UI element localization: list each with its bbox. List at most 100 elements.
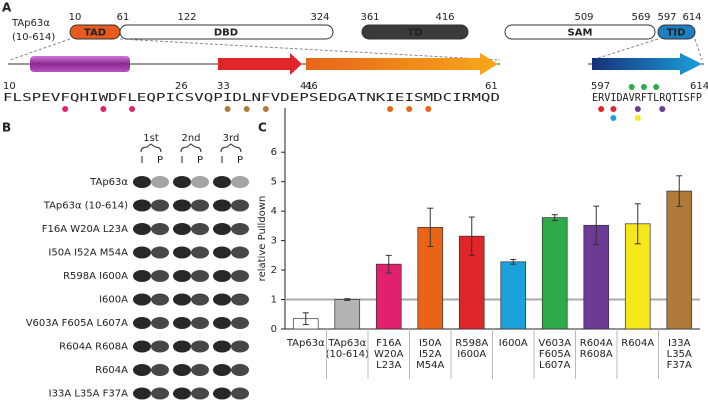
blot-band <box>173 176 191 188</box>
y-tick-label: 1 <box>271 295 277 306</box>
zoom-line <box>591 38 659 61</box>
row-label: R598A I600A <box>63 271 128 282</box>
bar <box>500 261 527 330</box>
x-tick-label: M54A <box>416 360 444 371</box>
panel-label: C <box>258 121 267 135</box>
lane-label: I <box>221 155 224 166</box>
blot-band <box>173 270 191 282</box>
residue-number: 33 <box>217 81 230 92</box>
blot-band <box>231 246 249 259</box>
blot-band <box>133 176 151 188</box>
blot-band <box>133 293 151 306</box>
domain-position: 597 <box>657 12 676 23</box>
bar <box>666 190 693 330</box>
mutation-dot <box>224 106 231 112</box>
mutation-dot <box>243 106 250 112</box>
row-label: TAp63α <box>89 177 128 188</box>
x-tick-label: R598A <box>455 338 488 349</box>
domain-name: SAM <box>568 28 593 39</box>
blot-band <box>191 246 209 259</box>
x-tick-label: I33A <box>668 338 691 349</box>
domain-tid <box>657 24 696 40</box>
row-label: R604A R608A <box>59 342 128 353</box>
y-tick-label: 2 <box>271 265 277 276</box>
domain-td <box>361 24 469 40</box>
blot-band <box>151 246 169 259</box>
domain-position: 324 <box>310 12 329 23</box>
y-tick-label: 4 <box>271 206 277 217</box>
blot-band <box>133 340 151 353</box>
zoom-line <box>694 38 703 61</box>
blot-band <box>213 293 231 306</box>
residue-number: 614 <box>690 81 708 92</box>
domain-name: TAD <box>84 28 106 39</box>
blot-band <box>213 387 231 400</box>
mutation-dot <box>634 115 641 121</box>
blot-band <box>191 364 209 376</box>
x-tick-label: TAp63α <box>286 338 325 349</box>
y-tick-label: 5 <box>271 177 277 188</box>
blot-band <box>231 270 249 282</box>
blot-band <box>151 364 169 376</box>
blot-band <box>213 364 231 376</box>
domain-position: 509 <box>574 12 593 23</box>
x-tick-label: F605A <box>539 349 571 360</box>
y-tick-label: 6 <box>271 147 277 158</box>
domain-name: TID <box>667 28 686 39</box>
helix <box>30 56 130 72</box>
protein-range: (10-614) <box>12 32 55 43</box>
replicate-label: 2nd <box>181 133 200 144</box>
residue-number: 597 <box>591 81 610 92</box>
sequence: FLSPEVFQHIWDFLEQPICSVQPIDLNFVDEPSEDGATNK… <box>3 91 500 104</box>
blot-band <box>133 223 151 235</box>
x-tick-label: I50A <box>419 338 442 349</box>
mutation-dot <box>653 84 660 90</box>
blot-band <box>231 317 249 329</box>
bar <box>334 299 361 330</box>
blot-band <box>213 246 231 259</box>
replicate-label: 3rd <box>223 133 240 144</box>
domain-position: 416 <box>435 12 454 23</box>
blot-band <box>191 340 209 353</box>
x-tick-label: I600A <box>457 349 486 360</box>
lane-label: P <box>157 155 163 166</box>
domain-position: 10 <box>69 12 82 23</box>
x-tick-label: W20A <box>374 349 404 360</box>
blot-band <box>173 364 191 376</box>
mutation-dot <box>387 106 394 112</box>
blot-band <box>191 293 209 306</box>
mutation-dot <box>425 106 432 112</box>
blot-band <box>231 176 249 188</box>
y-tick-label: 3 <box>271 236 277 247</box>
mutation-dot <box>640 84 647 90</box>
blot-band <box>173 317 191 329</box>
bar <box>541 217 568 330</box>
panel-label: A <box>2 1 12 15</box>
strand <box>218 53 302 75</box>
blot-band <box>133 317 151 329</box>
x-tick-label: F37A <box>667 360 692 371</box>
blot-band <box>133 387 151 400</box>
residue-number: 10 <box>3 81 16 92</box>
blot-band <box>213 199 231 212</box>
domain-name: DBD <box>214 28 238 39</box>
residue-number: 61 <box>485 81 498 92</box>
mutation-dot <box>598 106 605 112</box>
panel-b: B 1st 2nd 3rd I P I P I P TAp63α TAp63α (10-614) F1… <box>2 121 249 400</box>
blot-band <box>191 317 209 329</box>
blot-band <box>133 270 151 282</box>
blot-band <box>173 246 191 259</box>
blot-band <box>133 246 151 259</box>
lane-label: P <box>237 155 243 166</box>
blot-band <box>151 340 169 353</box>
blot-band <box>213 340 231 353</box>
blot-band <box>191 199 209 212</box>
domain-position: 361 <box>360 12 379 23</box>
residue-number: 26 <box>175 81 188 92</box>
row-label: I50A I52A M54A <box>48 248 128 259</box>
x-tick-label: V603A <box>538 338 571 349</box>
x-tick-label: R604A <box>621 338 654 349</box>
mutation-dot <box>610 115 617 121</box>
x-tick-label: L35A <box>667 349 692 360</box>
domain-sam <box>504 24 656 40</box>
